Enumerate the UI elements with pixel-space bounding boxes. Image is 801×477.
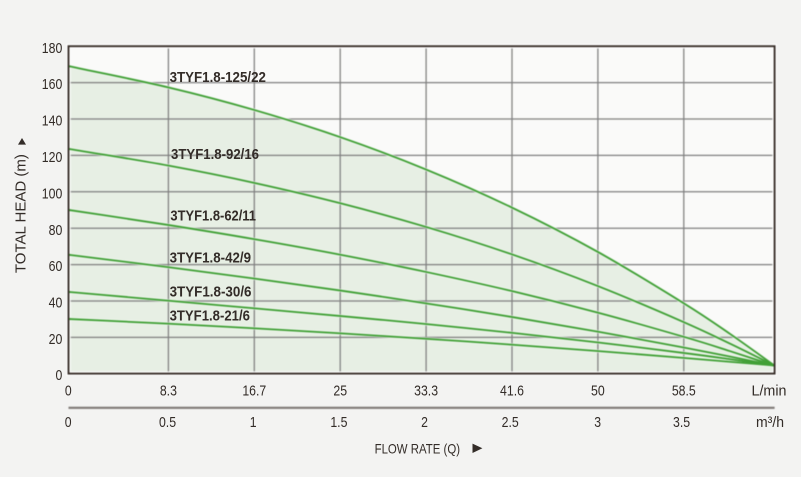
svg-text:50: 50: [591, 382, 605, 399]
svg-text:3TYF1.8-42/9: 3TYF1.8-42/9: [170, 250, 251, 267]
svg-text:3TYF1.8-62/11: 3TYF1.8-62/11: [170, 208, 256, 225]
svg-text:16.7: 16.7: [242, 382, 266, 399]
svg-text:1: 1: [250, 414, 257, 431]
svg-text:0: 0: [65, 414, 72, 431]
svg-text:TOTAL HEAD (m): TOTAL HEAD (m): [14, 154, 30, 273]
svg-text:0: 0: [65, 382, 72, 399]
svg-text:180: 180: [42, 40, 63, 57]
svg-text:40: 40: [49, 295, 63, 312]
svg-text:3TYF1.8-92/16: 3TYF1.8-92/16: [171, 146, 259, 163]
svg-text:8.3: 8.3: [160, 382, 177, 399]
svg-text:80: 80: [49, 222, 63, 239]
svg-text:20: 20: [49, 331, 63, 348]
svg-text:3TYF1.8-30/6: 3TYF1.8-30/6: [170, 284, 252, 301]
svg-text:3: 3: [594, 414, 601, 431]
svg-text:58.5: 58.5: [672, 382, 696, 399]
svg-text:25: 25: [333, 382, 347, 399]
svg-text:3TYF1.8-125/22: 3TYF1.8-125/22: [170, 69, 266, 86]
svg-text:FLOW RATE (Q): FLOW RATE (Q): [375, 440, 460, 456]
svg-text:160: 160: [42, 76, 63, 93]
svg-text:0: 0: [56, 367, 63, 384]
svg-text:41.6: 41.6: [500, 382, 524, 399]
svg-text:2.5: 2.5: [502, 414, 519, 431]
svg-text:3.5: 3.5: [673, 414, 690, 431]
svg-text:140: 140: [42, 113, 63, 130]
svg-text:2: 2: [421, 414, 428, 431]
svg-text:0.5: 0.5: [159, 414, 176, 431]
svg-text:33.3: 33.3: [414, 382, 438, 399]
svg-text:100: 100: [42, 185, 63, 202]
svg-text:m³/h: m³/h: [756, 414, 784, 431]
svg-text:60: 60: [49, 258, 63, 275]
svg-text:1.5: 1.5: [330, 414, 347, 431]
svg-text:120: 120: [42, 149, 63, 166]
svg-text:L/min: L/min: [752, 382, 787, 399]
svg-text:3TYF1.8-21/6: 3TYF1.8-21/6: [170, 308, 250, 325]
